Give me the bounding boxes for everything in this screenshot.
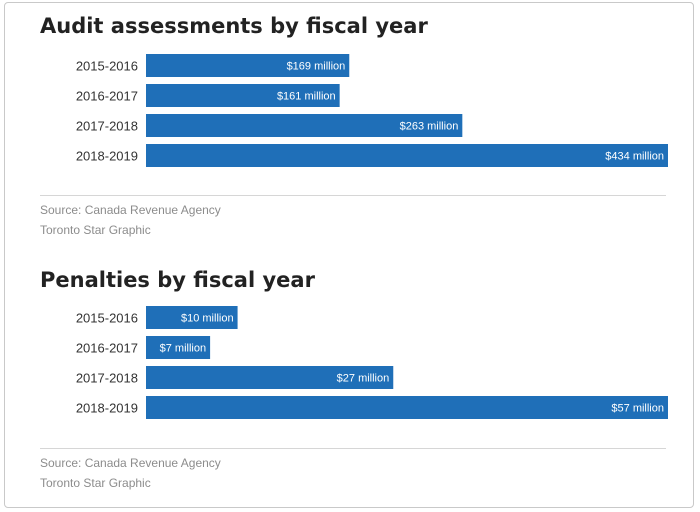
bar	[146, 114, 463, 137]
bar	[146, 54, 350, 77]
value-label: $57 million	[611, 403, 664, 415]
bar	[146, 84, 340, 107]
value-label: $263 million	[400, 121, 459, 133]
value-label: $161 million	[277, 91, 336, 103]
source-text: Source: Canada Revenue Agency	[40, 203, 221, 217]
credit-text: Toronto Star Graphic	[40, 223, 151, 237]
source-text: Source: Canada Revenue Agency	[40, 456, 221, 470]
penalties-panel: Penalties by fiscal year 2015-2016 $10 mi…	[0, 252, 700, 508]
source-note: Source: Canada Revenue Agency Toronto St…	[40, 453, 221, 493]
category-label: 2016-2017	[76, 341, 138, 356]
divider	[40, 448, 666, 449]
category-label: 2016-2017	[76, 89, 138, 104]
value-label: $434 million	[605, 151, 664, 163]
audit-assessments-panel: Audit assessments by fiscal year 2015-20…	[0, 0, 700, 252]
bar	[146, 336, 211, 359]
credit-text: Toronto Star Graphic	[40, 476, 151, 490]
category-label: 2015-2016	[76, 59, 138, 74]
chart-title: Audit assessments by fiscal year	[40, 14, 428, 38]
category-label: 2018-2019	[76, 149, 138, 164]
value-label: $169 million	[287, 61, 346, 73]
audit-assessments-chart: 2015-2016 $169 million 2016-2017 $161 milli…	[76, 54, 668, 167]
bar	[146, 306, 238, 329]
graphic-frame	[4, 2, 694, 508]
penalties-chart: 2015-2016 $10 million 2016-2017 $7 million 2…	[76, 306, 668, 419]
bar	[146, 396, 668, 419]
category-label: 2015-2016	[76, 311, 138, 326]
value-label: $7 million	[160, 343, 206, 355]
value-label: $27 million	[337, 373, 390, 385]
category-label: 2018-2019	[76, 401, 138, 416]
source-note: Source: Canada Revenue Agency Toronto St…	[40, 200, 221, 240]
category-label: 2017-2018	[76, 119, 138, 134]
bar	[146, 144, 668, 167]
bar	[146, 366, 394, 389]
value-label: $10 million	[181, 313, 234, 325]
category-label: 2017-2018	[76, 371, 138, 386]
chart-title: Penalties by fiscal year	[40, 268, 315, 292]
divider	[40, 195, 666, 196]
